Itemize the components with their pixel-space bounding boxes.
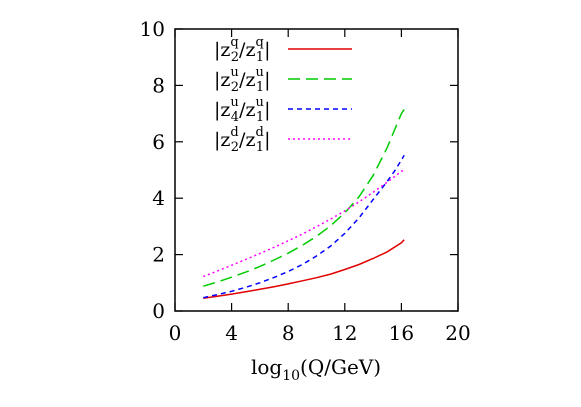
legend-slash: /: [239, 39, 246, 61]
legend-sup: u: [230, 65, 238, 80]
legend-slash: /: [239, 69, 246, 91]
legend-sub: 1: [256, 50, 264, 65]
legend-slash: /: [239, 99, 246, 121]
legend-var: z: [245, 39, 255, 61]
x-tick-label: 4: [225, 321, 238, 345]
legend-var: z: [245, 69, 255, 91]
y-tick-label: 4: [152, 186, 165, 210]
x-axis-label-group: log10(Q/GeV): [251, 355, 381, 384]
legend-sub: 1: [256, 110, 264, 125]
legend-sub: 1: [256, 140, 264, 155]
x-axis-label: log10(Q/GeV): [251, 355, 381, 384]
legend-sup: d: [230, 125, 238, 140]
legend-sup: q: [230, 35, 238, 50]
legend-sub: 2: [231, 80, 239, 95]
legend: |zq 2/zq 1||zu 2/zu 1||zu 4/zu 1||zd 2/zd 1|: [214, 35, 352, 155]
legend-sub: 2: [231, 140, 239, 155]
series-curves: [203, 108, 405, 300]
y-tick-label: 10: [140, 17, 165, 41]
legend-label: |zu 2/zu 1|: [214, 65, 271, 95]
x-axis-label-main: log: [251, 355, 282, 379]
x-axis-label-rest: (Q/GeV): [300, 355, 381, 379]
legend-label: |zu 4/zu 1|: [214, 95, 271, 125]
x-tick-label: 8: [282, 321, 295, 345]
legend-slash: /: [239, 129, 246, 151]
legend-bar: |: [264, 129, 270, 151]
x-tick-label: 20: [445, 321, 470, 345]
y-tick-label: 6: [152, 130, 165, 154]
x-axis-label-sub: 10: [282, 368, 300, 384]
legend-var: z: [220, 39, 230, 61]
legend-sup: u: [230, 95, 238, 110]
legend-bar: |: [214, 39, 220, 61]
legend-bar: |: [264, 99, 270, 121]
legend-bar: |: [214, 99, 220, 121]
series-line-1: [203, 239, 405, 300]
legend-bar: |: [214, 69, 220, 91]
legend-bar: |: [264, 39, 270, 61]
legend-var: z: [220, 129, 230, 151]
legend-var: z: [220, 69, 230, 91]
legend-var: z: [245, 129, 255, 151]
series-line-4: [203, 168, 405, 278]
legend-bar: |: [264, 69, 270, 91]
legend-var: z: [245, 99, 255, 121]
legend-sub: 2: [231, 50, 239, 65]
series-line-3: [203, 154, 405, 299]
legend-sub: 1: [256, 80, 264, 95]
legend-label: |zd 2/zd 1|: [214, 125, 270, 155]
x-tick-label: 12: [332, 321, 357, 345]
x-tick-label: 0: [169, 321, 182, 345]
legend-sub: 4: [231, 110, 239, 125]
legend-label: |zq 2/zq 1|: [214, 35, 270, 65]
legend-var: z: [220, 99, 230, 121]
series-line-2: [203, 108, 405, 287]
x-tick-label: 16: [389, 321, 414, 345]
plot-frame: [174, 28, 459, 312]
y-tick-label: 8: [152, 73, 165, 97]
y-tick-label: 0: [152, 299, 165, 323]
y-tick-label: 2: [152, 243, 165, 267]
legend-sup: q: [255, 35, 263, 50]
legend-sup: u: [256, 65, 264, 80]
legend-bar: |: [214, 129, 220, 151]
plot-border: [174, 28, 459, 312]
legend-sup: d: [255, 125, 263, 140]
legend-sup: u: [256, 95, 264, 110]
